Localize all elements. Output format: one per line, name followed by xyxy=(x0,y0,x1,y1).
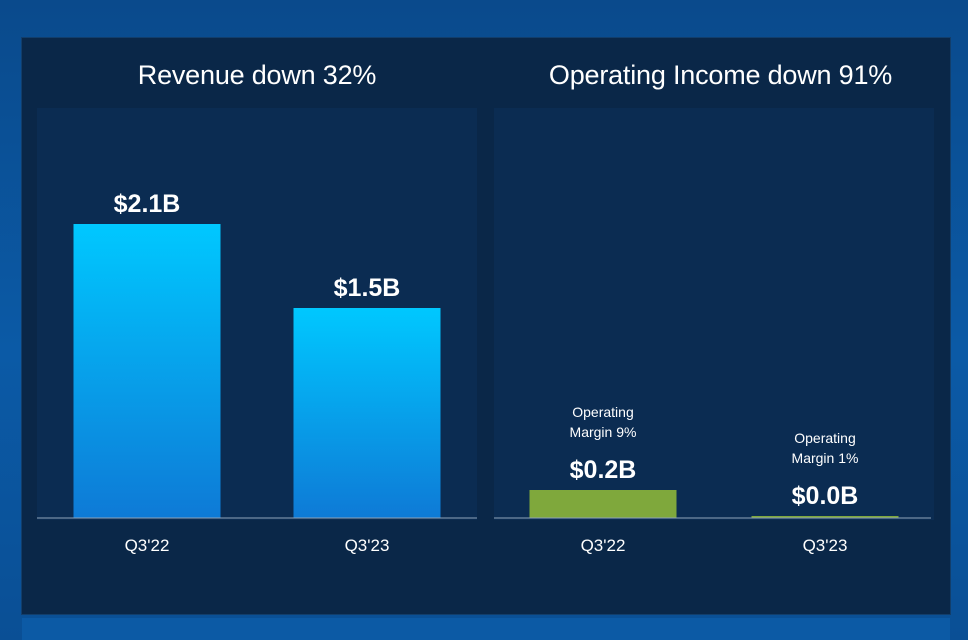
revenue-chart-title: Revenue down 32% xyxy=(137,60,377,90)
operating-income-chart-title: Operating Income down 91% xyxy=(548,60,893,90)
operating-income-chart: Operating Income down 91% $0.2B Operating… xyxy=(491,38,950,614)
value-label: $2.1B xyxy=(114,190,181,218)
margin-annotation: Margin 9% xyxy=(570,424,637,440)
value-label: $0.0B xyxy=(792,482,859,510)
margin-annotation: Operating xyxy=(572,404,633,420)
operating-income-plot-area xyxy=(494,108,934,520)
value-label: $0.2B xyxy=(570,456,637,484)
value-label: $1.5B xyxy=(334,274,401,302)
bar-revenue-0 xyxy=(73,224,221,518)
bar-revenue-1 xyxy=(293,308,441,518)
category-label: Q3'23 xyxy=(345,536,390,555)
category-label: Q3'23 xyxy=(803,536,848,555)
category-label: Q3'22 xyxy=(125,536,170,555)
revenue-chart: Revenue down 32% $2.1B Q3'22 $1.5B Q3'23 xyxy=(22,38,482,614)
margin-annotation: Margin 1% xyxy=(792,450,859,466)
bar-operating-income-0 xyxy=(529,490,677,518)
margin-annotation: Operating xyxy=(794,430,855,446)
operating-income-chart-svg: $0.2B Operating Margin 9% Q3'22 $0.0B Operati… xyxy=(494,404,931,555)
revenue-chart-svg: $2.1B Q3'22 $1.5B Q3'23 xyxy=(37,190,477,555)
slide-frame: Revenue down 32% $2.1B Q3'22 $1.5B Q3'23 Op… xyxy=(22,38,950,614)
category-label: Q3'22 xyxy=(581,536,626,555)
bottom-strip xyxy=(22,618,950,640)
bar-operating-income-1 xyxy=(751,516,899,518)
